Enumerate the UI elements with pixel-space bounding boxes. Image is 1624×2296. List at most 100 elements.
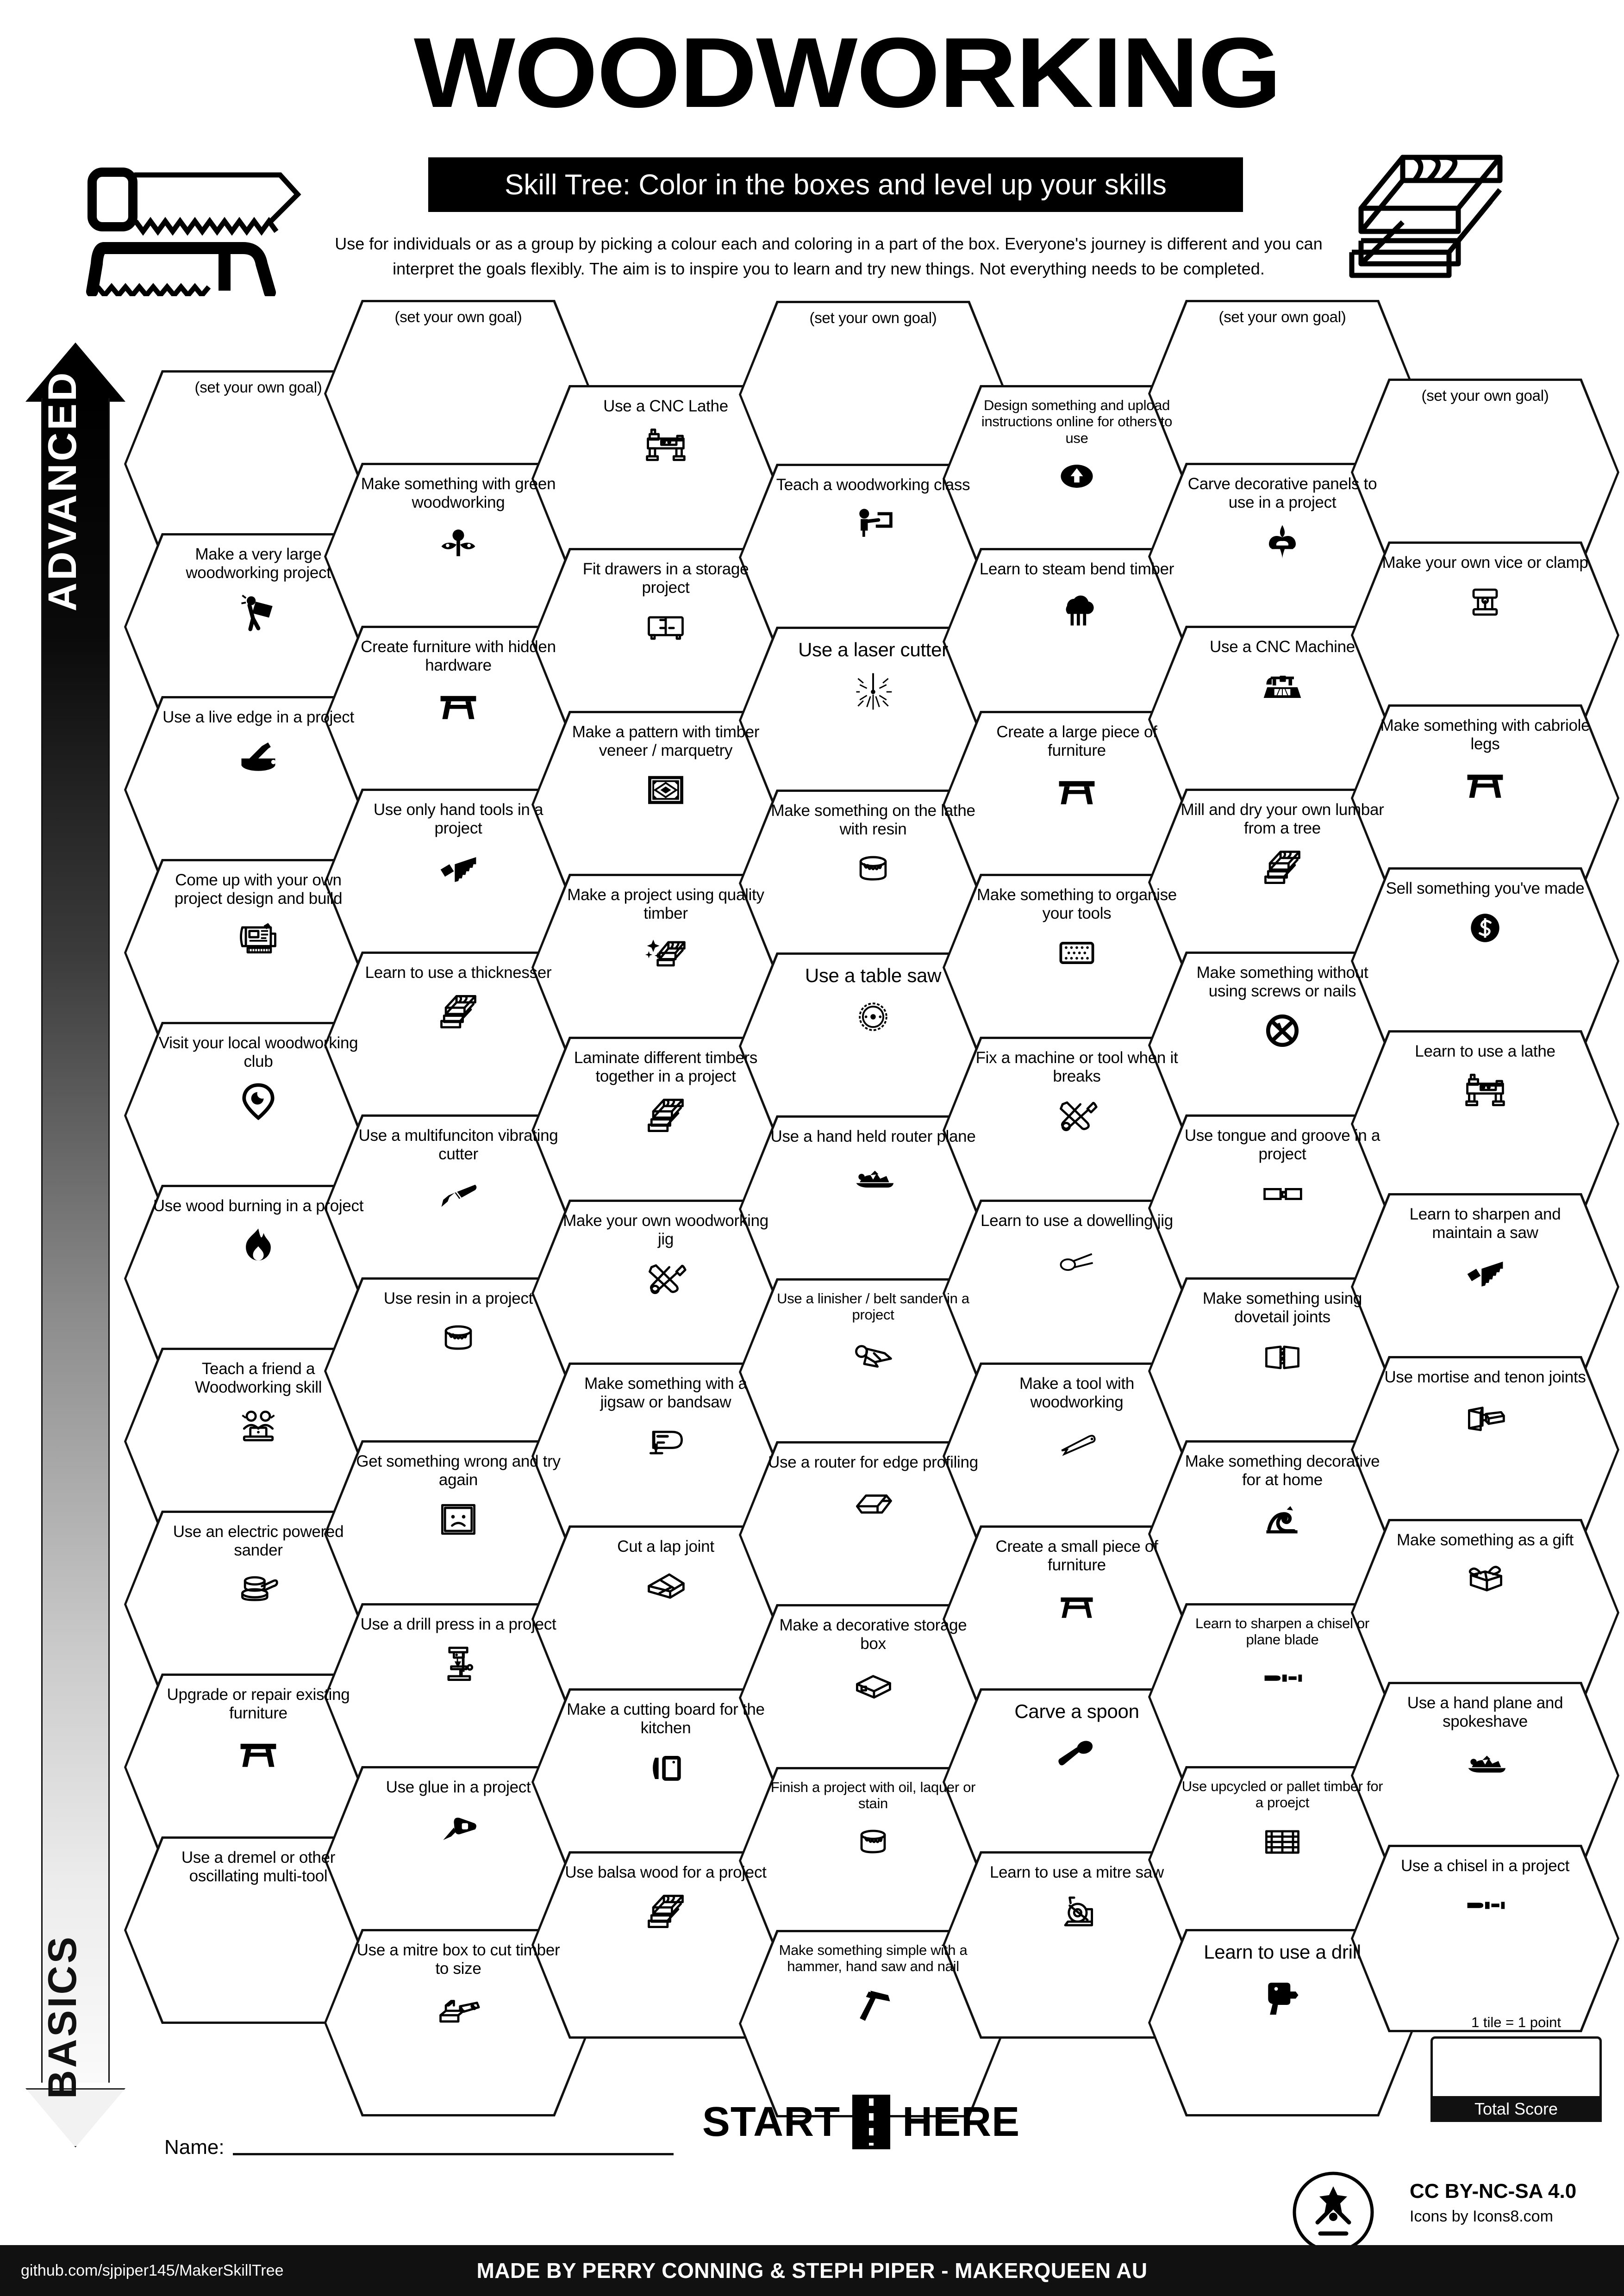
skill-tile[interactable]: Upgrade or repair existing furniture [124,1674,393,1861]
skill-tile[interactable]: Cut a lap joint [531,1525,800,1713]
skill-tile[interactable]: (set your own goal) [1148,300,1417,487]
skill-tile[interactable]: Learn to sharpen a chisel or plane blade [1148,1603,1417,1791]
skill-tile[interactable]: Learn to use a lathe [1351,1030,1619,1218]
skill-tile[interactable]: (set your own goal) [1351,379,1619,566]
skill-tile[interactable]: Use a table saw [739,952,1007,1140]
skill-tile[interactable]: (set your own goal) [124,370,393,558]
skill-tile[interactable]: Use a dremel or other oscillating multi-… [124,1836,393,2024]
skill-tile[interactable]: Use a linisher / belt sander in a projec… [739,1278,1007,1466]
hex-content: Use a table saw [739,952,1007,1140]
hex-fill[interactable] [1353,1521,1617,1704]
skill-tile[interactable]: Create a small piece of furniture [943,1525,1211,1713]
skill-tile[interactable]: Use a router for edge profiling [739,1441,1007,1629]
hex-fill[interactable] [1353,870,1617,1052]
skill-tile[interactable]: Get something wrong and try again [324,1440,593,1628]
skill-tile[interactable]: Carve decorative panels to use in a proj… [1148,463,1417,650]
skill-tile[interactable]: Use an electric powered sander [124,1511,393,1698]
skill-tile[interactable]: Make a tool with woodworking [943,1363,1211,1550]
skill-tile[interactable]: Make something with cabriole legs [1351,704,1619,892]
skill-tile[interactable]: Make something to organise your tools [943,874,1211,1061]
skill-tile[interactable]: Make a decorative storage box [739,1604,1007,1792]
skill-tile[interactable]: Make a project using quality timber [531,874,800,1061]
skill-tile[interactable]: Finish a project with oil, laquer or sta… [739,1767,1007,1954]
skill-tile-label: Make a very large woodworking project [186,545,331,582]
github-link[interactable]: github.com/sjpiper145/MakerSkillTree [21,2261,284,2279]
two-people-laptop-icon [236,1401,281,1452]
skill-tile[interactable]: Learn to steam bend timber [943,548,1211,735]
hex-fill[interactable] [1353,707,1617,890]
name-input-rule[interactable] [232,2151,674,2155]
skill-tile-label: Make something with a jigsaw or bandsaw [584,1375,747,1411]
skill-tile[interactable]: Fit drawers in a storage project [531,548,800,735]
skill-tile[interactable]: Use glue in a project [324,1766,593,1954]
skill-tile[interactable]: Make something simple with a hammer, han… [739,1930,1007,2117]
skill-tile[interactable]: Make something decorative for at home [1148,1440,1417,1628]
skill-tile[interactable]: Create a large piece of furniture [943,711,1211,898]
skill-tile[interactable]: Make a very large woodworking project [124,533,393,721]
skill-tile[interactable]: Make your own woodworking jig [531,1200,800,1387]
hex-fill[interactable] [1353,381,1617,564]
skill-tile[interactable]: Use a multifunciton vibrating cutter [324,1114,593,1302]
skill-tile[interactable]: Design something and upload instructions… [943,385,1211,572]
hex-fill[interactable] [1353,1033,1617,1215]
skill-tile[interactable]: Make your own vice or clamp [1351,541,1619,729]
skill-tile[interactable]: Use wood burning in a project [124,1185,393,1372]
skill-tile[interactable]: Use a chisel in a project [1351,1845,1619,2032]
skill-tile[interactable]: Make a cutting board for the kitchen [531,1688,800,1876]
skill-tile[interactable]: Learn to sharpen and maintain a saw [1351,1193,1619,1381]
skill-tile[interactable]: Use upcycled or pallet timber for a proe… [1148,1766,1417,1954]
skill-tile[interactable]: Use a live edge in a project [124,696,393,884]
skill-tile[interactable]: Use resin in a project [324,1277,593,1465]
total-score-box[interactable]: 1 tile = 1 point Total Score [1430,2014,1602,2122]
skill-tile[interactable]: Fix a machine or tool when it breaks [943,1037,1211,1224]
skill-tile[interactable]: Use a CNC Lathe [531,385,800,572]
skill-tile[interactable]: Learn to use a drill [1148,1929,1417,2116]
skill-tile[interactable]: Use a drill press in a project [324,1603,593,1791]
name-field[interactable]: Name: [164,2127,674,2159]
skill-tile[interactable]: Use balsa wood for a project [531,1851,800,2039]
skill-tile[interactable]: Use a hand held router plane [739,1115,1007,1303]
skill-tile[interactable]: Learn to use a mitre saw [943,1851,1211,2039]
skill-tile[interactable]: Use mortise and tenon joints [1351,1356,1619,1543]
skill-tile[interactable]: (set your own goal) [739,301,1007,488]
skill-tile-label: Make something as a gift [1397,1531,1574,1549]
skill-tile[interactable]: (set your own goal) [324,300,593,487]
skill-tile[interactable]: Teach a woodworking class [739,464,1007,651]
skill-tile[interactable]: Make a pattern with timber veneer / marq… [531,711,800,898]
hex-fill[interactable] [1353,1847,1617,2030]
skill-tile[interactable]: Use a mitre box to cut timber to size [324,1929,593,2116]
hex-fill[interactable] [1353,1195,1617,1378]
skill-tile[interactable]: Use tongue and groove in a project [1148,1114,1417,1302]
skill-tile[interactable]: Use a laser cutter [739,627,1007,814]
hex-content: Use a live edge in a project [124,696,393,884]
skill-tile[interactable]: Use a hand plane and spokeshave [1351,1682,1619,1869]
skill-tile[interactable]: Laminate different timbers together in a… [531,1037,800,1224]
skill-tile[interactable]: Make something without using screws or n… [1148,952,1417,1139]
skill-tile[interactable]: Come up with your own project design and… [124,859,393,1046]
skill-tile[interactable]: Use a CNC Machine [1148,626,1417,813]
skill-tile[interactable]: Make something using dovetail joints [1148,1277,1417,1465]
skill-tile[interactable]: Sell something you've made [1351,867,1619,1055]
skill-tile[interactable]: Create furniture with hidden hardware [324,626,593,813]
hex-fill[interactable] [1353,544,1617,727]
skill-tile[interactable]: Make something on the lathe with resin [739,790,1007,977]
skill-tile[interactable]: Visit your local woodworking club [124,1022,393,1209]
skill-tile[interactable]: Make something with green woodworking [324,463,593,650]
pegboard-icon [1055,927,1099,978]
skill-tile-label: Teach a woodworking class [776,476,970,494]
skill-tile[interactable]: Make something with a jigsaw or bandsaw [531,1363,800,1550]
total-score-label: Total Score [1430,2096,1602,2122]
skill-tile-label: Use mortise and tenon joints [1384,1368,1586,1386]
skill-tile[interactable]: Teach a friend a Woodworking skill [124,1348,393,1535]
skill-tile[interactable]: Make something as a gift [1351,1519,1619,1706]
skill-tile[interactable]: Mill and dry your own lumbar from a tree [1148,789,1417,976]
spoon-icon [1055,1727,1099,1778]
license-text: CC BY-NC-SA 4.0 [1410,2180,1577,2203]
hand-saw-blade-icon [436,842,481,893]
skill-tile[interactable]: Carve a spoon [943,1688,1211,1876]
skill-tile[interactable]: Learn to use a thicknesser [324,952,593,1139]
hex-fill[interactable] [1353,1358,1617,1541]
skill-tile[interactable]: Learn to use a dowelling jig [943,1200,1211,1387]
hex-fill[interactable] [1353,1684,1617,1867]
skill-tile[interactable]: Use only hand tools in a project [324,789,593,976]
